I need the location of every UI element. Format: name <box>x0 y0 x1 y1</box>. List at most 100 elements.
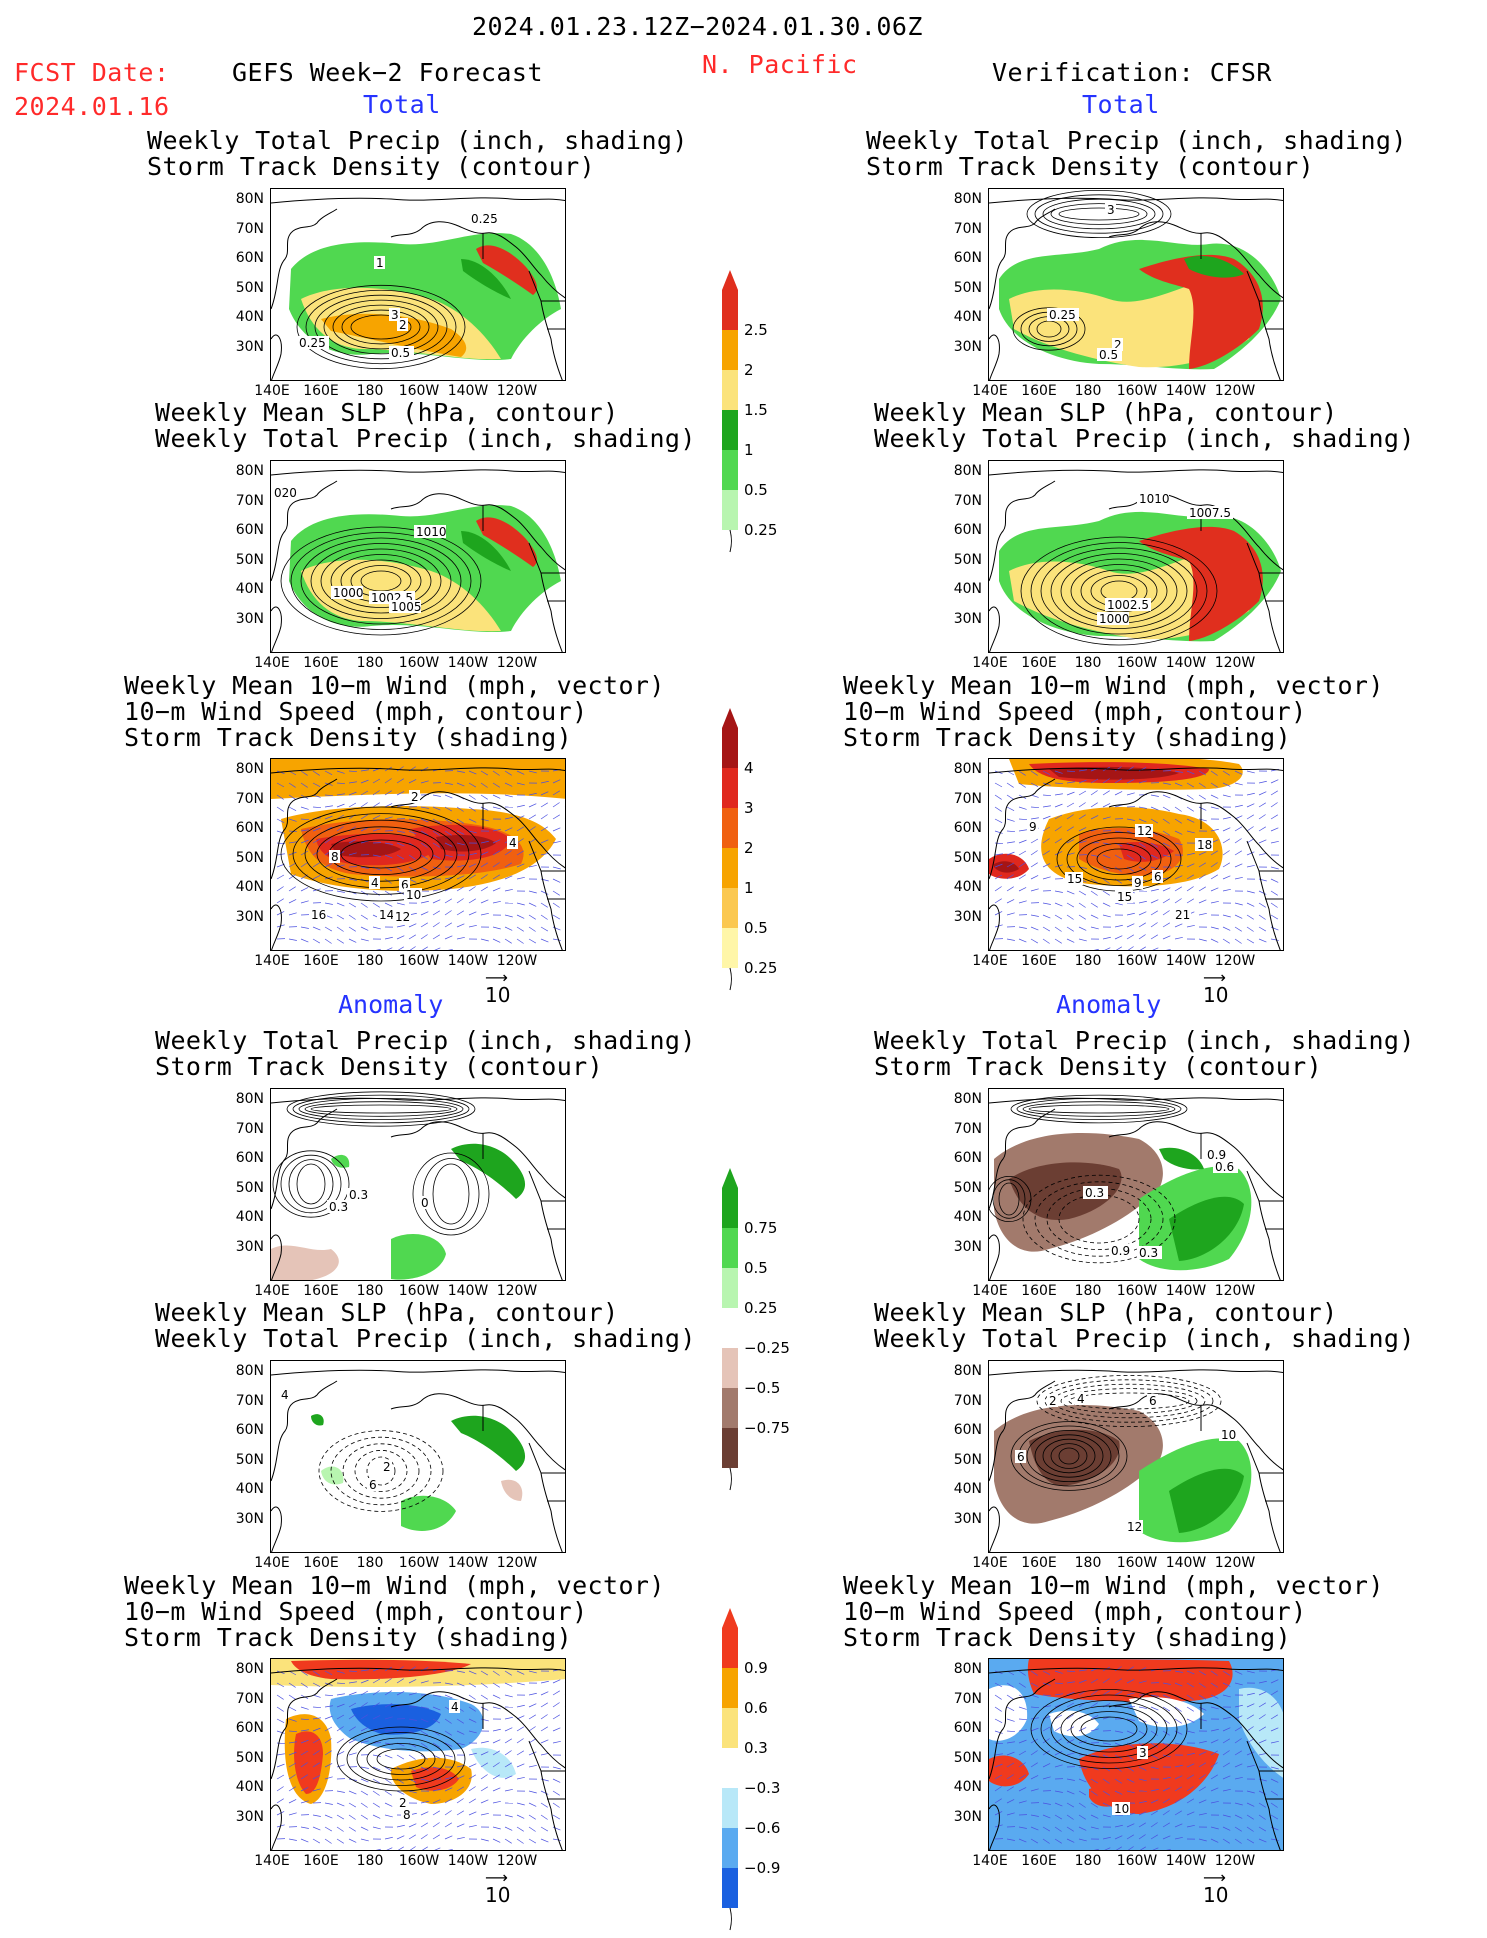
contour-label: 3 <box>1137 1746 1148 1760</box>
colorbar-label: −0.25 <box>744 1339 790 1357</box>
colorbar-label: 2 <box>744 839 754 857</box>
svg-text:1000: 1000 <box>1099 612 1130 626</box>
lon-tick-label: 140E <box>966 1283 1014 1299</box>
map-svg: 4 26 <box>271 1361 566 1553</box>
lat-tick-label: 40N <box>948 581 982 597</box>
lat-tick-label: 30N <box>948 1809 982 1825</box>
lat-tick-label: 30N <box>230 1809 264 1825</box>
map-svg: 310 <box>989 1659 1284 1851</box>
lon-tick-label: 180 <box>1064 655 1112 671</box>
lon-tick-label: 160W <box>1113 1853 1161 1869</box>
lat-tick-label: 70N <box>948 1121 982 1137</box>
contour-label: 1007.5 <box>1187 506 1233 520</box>
lat-tick-label: 70N <box>230 1393 264 1409</box>
lon-tick-label: 180 <box>1064 383 1112 399</box>
colorbar-segment <box>722 1628 738 1668</box>
contour-label: 10 <box>1219 1428 1237 1442</box>
lat-tick-label: 60N <box>230 1422 264 1438</box>
lon-tick-label: 140W <box>1162 655 1210 671</box>
colorbar-label: −0.6 <box>744 1819 780 1837</box>
svg-text:12: 12 <box>1137 824 1152 838</box>
lat-tick-label: 80N <box>948 1363 982 1379</box>
contour-label: 6 <box>367 1478 378 1492</box>
svg-text:9: 9 <box>1029 820 1037 834</box>
colorbar-label: 3 <box>744 799 754 817</box>
contour-label: 10 <box>404 888 422 902</box>
shading <box>391 1234 446 1280</box>
lat-tick-label: 80N <box>948 463 982 479</box>
lon-tick-label: 160E <box>1015 1555 1063 1571</box>
lat-tick-label: 70N <box>948 1393 982 1409</box>
shading <box>1159 1148 1204 1170</box>
colorbar-label: −0.9 <box>744 1859 780 1877</box>
lon-tick-label: 120W <box>1211 953 1259 969</box>
svg-text:2: 2 <box>383 1460 391 1474</box>
colorbar-segment <box>722 490 738 530</box>
lon-tick-label: 180 <box>1064 1853 1112 1869</box>
svg-text:16: 16 <box>311 908 326 922</box>
title-p9: Weekly Mean SLP (hPa, contour) Weekly To… <box>155 1300 635 1352</box>
colorbar-label: 0.25 <box>744 1299 777 1317</box>
lat-tick-label: 70N <box>230 221 264 237</box>
contour-label: 8 <box>329 850 340 864</box>
svg-text:0.3: 0.3 <box>1139 1246 1158 1260</box>
lat-tick-label: 70N <box>948 493 982 509</box>
colorbar-segment <box>722 888 738 928</box>
lon-tick-label: 140W <box>1162 953 1210 969</box>
lon-tick-label: 140E <box>966 655 1014 671</box>
lon-tick-label: 140W <box>1162 383 1210 399</box>
lat-tick-label: 60N <box>948 1720 982 1736</box>
lat-tick-label: 80N <box>230 1091 264 1107</box>
shading <box>451 1144 525 1199</box>
svg-text:3: 3 <box>1139 1746 1147 1760</box>
contour-label: 12 <box>393 910 411 924</box>
colorbar-label: 4 <box>744 759 754 777</box>
lat-tick-label: 50N <box>948 1452 982 1468</box>
contour-label: 15 <box>1065 872 1083 886</box>
colorbar-segment <box>722 1828 738 1868</box>
vector-reference: ⟶10 <box>1203 1873 1228 1907</box>
lon-tick-label: 160E <box>1015 1853 1063 1869</box>
arrow-icon: ⟶ <box>485 973 510 983</box>
colorbar-label: 1.5 <box>744 401 768 419</box>
colorbar-segment <box>722 768 738 808</box>
contour-label: 14 <box>377 908 395 922</box>
lon-tick-label: 140W <box>444 655 492 671</box>
lon-tick-label: 140W <box>444 953 492 969</box>
svg-text:4: 4 <box>1077 1392 1085 1406</box>
colorbar-segment <box>722 928 738 968</box>
contour-label: 0.6 <box>1213 1160 1238 1174</box>
lat-tick-label: 80N <box>948 191 982 207</box>
lat-tick-label: 30N <box>948 611 982 627</box>
contour-label: 4 <box>279 1388 290 1402</box>
lat-tick-label: 30N <box>230 339 264 355</box>
svg-text:1007.5: 1007.5 <box>1189 506 1231 520</box>
lon-tick-label: 140E <box>248 1555 296 1571</box>
arrow-icon: ⟶ <box>1203 973 1228 983</box>
contour-label: 6 <box>1147 1394 1158 1408</box>
contour-label: 6 <box>1015 1450 1026 1464</box>
lat-tick-label: 70N <box>230 493 264 509</box>
svg-text:0.3: 0.3 <box>349 1188 368 1202</box>
contour-label: 12 <box>1125 1520 1143 1534</box>
svg-text:0.25: 0.25 <box>471 212 498 226</box>
lon-tick-label: 120W <box>1211 655 1259 671</box>
lon-tick-label: 160W <box>395 1853 443 1869</box>
lon-tick-label: 140W <box>444 1555 492 1571</box>
colorbar-label: 0.75 <box>744 1219 777 1237</box>
lat-tick-label: 80N <box>230 761 264 777</box>
lat-tick-label: 70N <box>948 221 982 237</box>
svg-text:12: 12 <box>395 910 410 924</box>
contour-label: 4 <box>369 876 380 890</box>
colorbar-label: 1 <box>744 879 754 897</box>
right-anomaly-label: Anomaly <box>1056 990 1161 1019</box>
contour-label: 0.3 <box>327 1200 352 1214</box>
svg-text:9: 9 <box>1134 876 1142 890</box>
